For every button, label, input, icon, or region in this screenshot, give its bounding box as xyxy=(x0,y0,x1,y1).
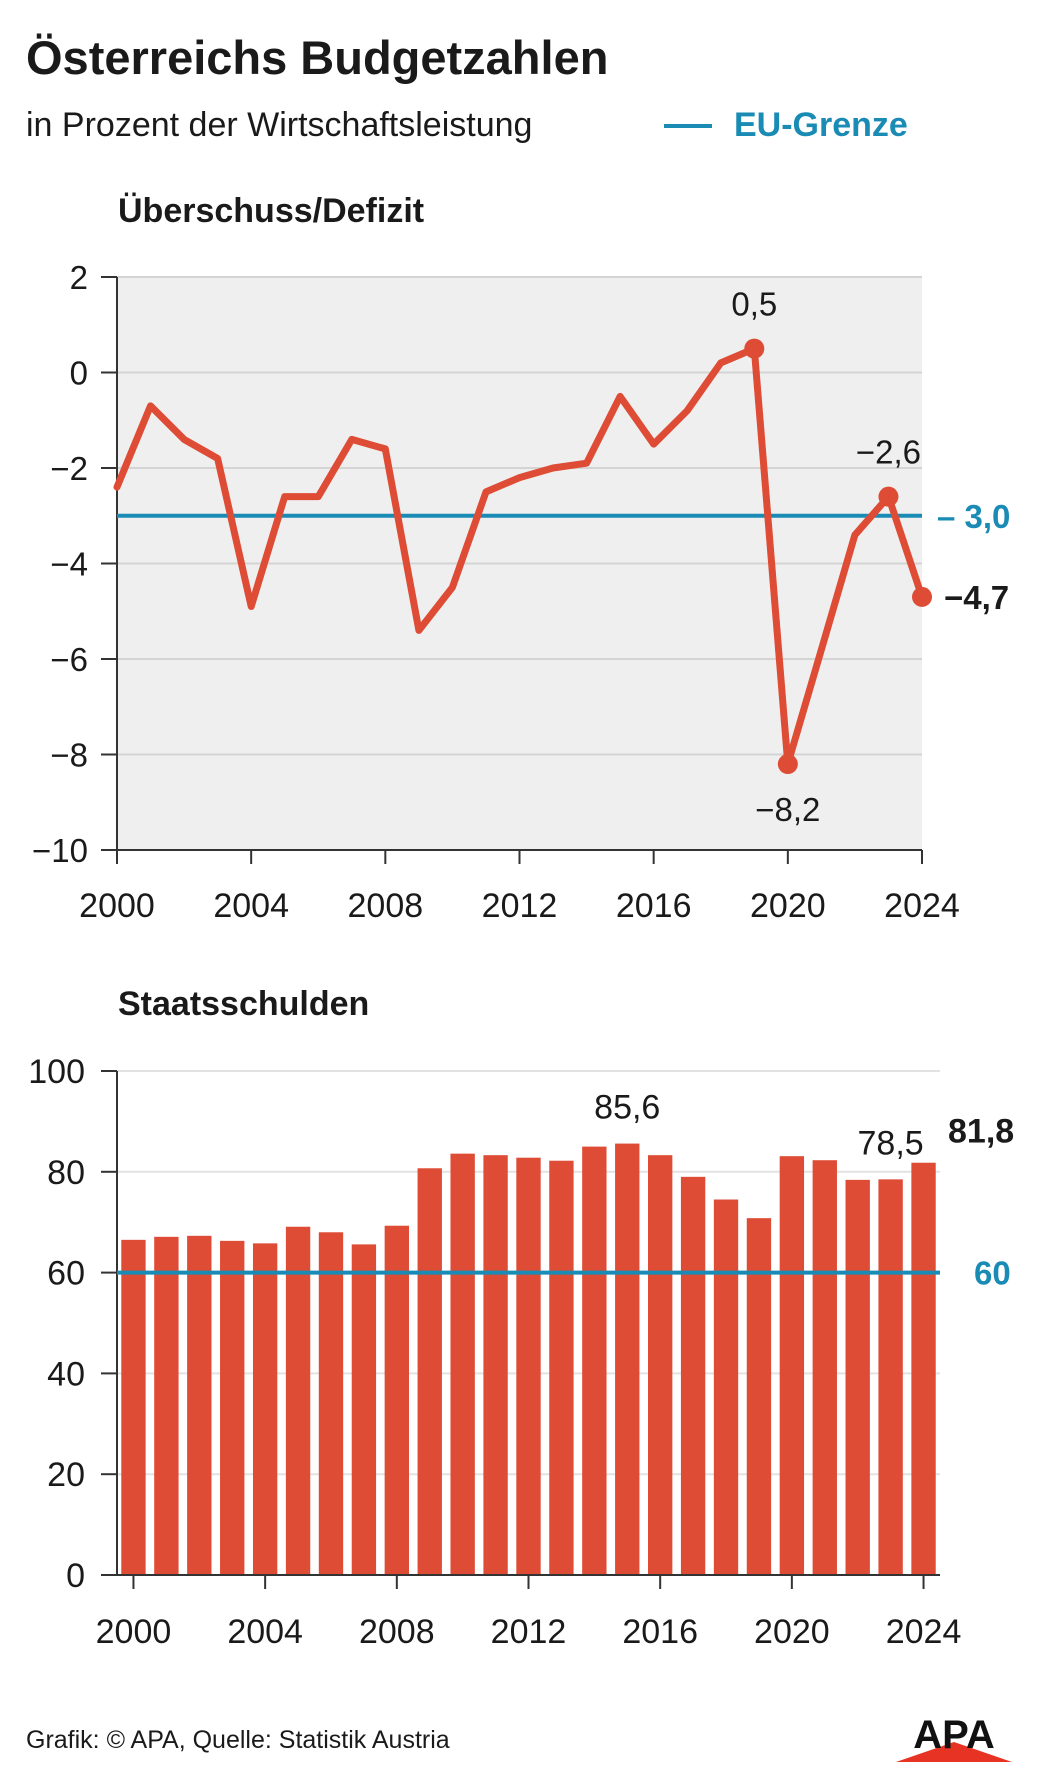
debt-chart-title: Staatsschulden xyxy=(118,985,369,1023)
y-tick-label: −10 xyxy=(32,832,88,869)
bar xyxy=(450,1153,475,1575)
x-tick-label: 2020 xyxy=(750,887,826,925)
chart-subtitle: in Prozent der Wirtschaftsleistung xyxy=(26,106,533,144)
y-tick-label: 40 xyxy=(47,1355,85,1393)
x-tick-label: 2016 xyxy=(616,887,692,925)
bar xyxy=(285,1226,311,1575)
bar xyxy=(417,1168,442,1575)
bar xyxy=(516,1157,541,1575)
y-tick-label: −8 xyxy=(50,737,88,774)
y-tick-label: 20 xyxy=(47,1456,85,1494)
debt-bar-chart: Staatsschulden 100 80 60 40 20 0 2000 2004 2008 20… xyxy=(28,985,1014,1651)
bar xyxy=(615,1143,640,1575)
bar xyxy=(647,1155,673,1575)
data-point-marker xyxy=(744,338,765,359)
deficit-chart-title: Überschuss/Defizit xyxy=(118,192,424,230)
data-point-marker xyxy=(912,586,932,607)
legend-line-marker xyxy=(664,123,712,128)
bar xyxy=(187,1235,212,1575)
bar xyxy=(121,1239,146,1575)
x-tick-label: 2000 xyxy=(96,1613,172,1651)
x-tick-label: 2016 xyxy=(622,1613,698,1651)
source-credit: Grafik: © APA, Quelle: Statistik Austria xyxy=(26,1726,450,1754)
bar xyxy=(351,1244,377,1575)
data-label: −8,2 xyxy=(755,791,820,828)
bar xyxy=(318,1232,344,1575)
y-tick-label: 0 xyxy=(66,1557,85,1595)
x-tick-label: 2024 xyxy=(886,1613,962,1651)
bar xyxy=(220,1240,245,1575)
eu-limit-label: 60 xyxy=(974,1255,1011,1292)
x-tick-label: 2008 xyxy=(359,1613,435,1651)
apa-logo: APA xyxy=(896,1713,1012,1762)
x-tick-label: 2008 xyxy=(348,887,424,925)
bar xyxy=(845,1179,870,1575)
y-tick-label: −4 xyxy=(50,546,88,583)
bar xyxy=(582,1146,607,1575)
x-tick-label: 2012 xyxy=(482,887,558,925)
y-tick-label: 80 xyxy=(47,1154,85,1192)
x-tick-label: 2024 xyxy=(884,887,960,925)
bar xyxy=(878,1179,903,1575)
x-tick-label: 2020 xyxy=(754,1613,830,1651)
bar xyxy=(483,1155,508,1575)
y-tick-label: 60 xyxy=(47,1255,85,1293)
bar xyxy=(154,1236,179,1575)
x-tick-label: 2000 xyxy=(79,887,155,925)
deficit-line-chart: Überschuss/Defizit 2 0 −2 −4 −6 −8 −10 2000 2004 2… xyxy=(32,192,1010,925)
x-tick-label: 2004 xyxy=(227,1613,303,1651)
data-point-marker xyxy=(878,486,899,507)
legend-label: EU-Grenze xyxy=(734,106,908,144)
y-tick-label: 0 xyxy=(70,355,88,392)
data-label: 81,8 xyxy=(948,1113,1014,1151)
bar xyxy=(680,1176,706,1575)
y-tick-label: 100 xyxy=(28,1053,85,1091)
x-tick-label: 2012 xyxy=(491,1613,567,1651)
bar xyxy=(746,1218,772,1575)
bar xyxy=(252,1243,278,1575)
chart-title: Österreichs Budgetzahlen xyxy=(26,31,609,84)
eu-limit-label: – 3,0 xyxy=(937,498,1010,535)
legend: EU-Grenze xyxy=(664,106,908,145)
data-label: 0,5 xyxy=(731,286,777,323)
data-label: −2,6 xyxy=(856,434,921,471)
data-label: −4,7 xyxy=(944,579,1009,616)
x-tick-label: 2004 xyxy=(213,887,289,925)
data-label: 78,5 xyxy=(858,1124,924,1162)
y-tick-label: −2 xyxy=(50,450,88,487)
y-tick-label: 2 xyxy=(70,259,88,296)
data-point-marker xyxy=(777,754,798,775)
bar xyxy=(384,1225,410,1575)
bar xyxy=(812,1160,837,1575)
bar xyxy=(779,1156,805,1575)
logo-text: APA xyxy=(913,1713,994,1757)
bar xyxy=(549,1160,574,1575)
y-tick-label: −6 xyxy=(50,641,88,678)
bar xyxy=(911,1162,936,1575)
data-label: 85,6 xyxy=(594,1089,660,1127)
bar xyxy=(713,1199,739,1575)
